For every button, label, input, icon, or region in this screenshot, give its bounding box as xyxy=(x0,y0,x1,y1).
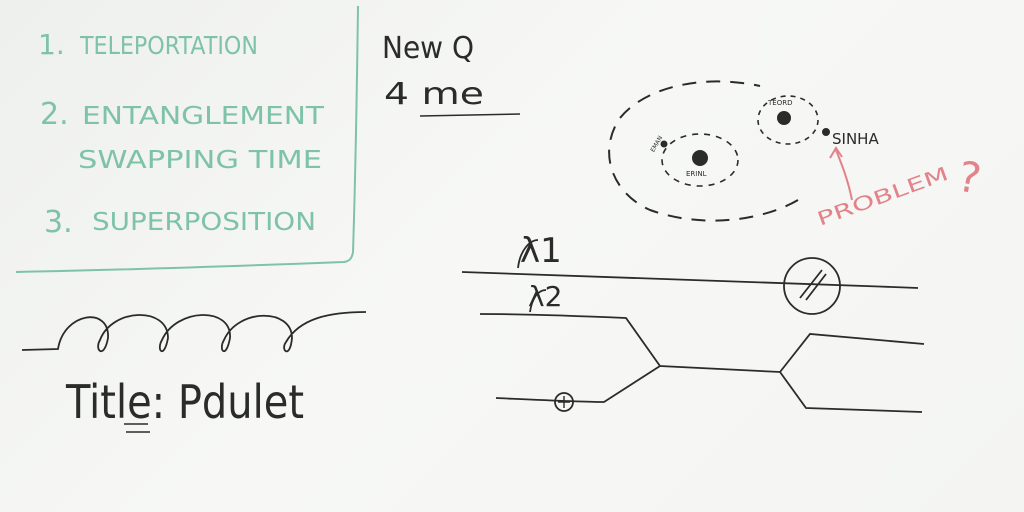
agenda-item-3-number: 3. xyxy=(44,205,73,240)
agenda-item-2-number: 2. xyxy=(40,97,69,132)
agenda-box-bottom-edge xyxy=(15,251,354,273)
central-body-label: ERINL xyxy=(686,170,707,178)
lambda1-label: λ1 xyxy=(520,231,562,271)
central-body xyxy=(692,150,708,166)
problem-question-mark: ? xyxy=(954,152,984,204)
title-note: Title: Pdulet xyxy=(65,375,304,433)
agenda-box xyxy=(15,5,359,273)
header-note: New Q 4 me xyxy=(382,31,521,117)
agenda-item-2: 2. ENTANGLEMENT SWAPPING TIME xyxy=(40,97,325,174)
agenda-item-2-text-line2: SWAPPING TIME xyxy=(78,145,322,174)
outside-body xyxy=(822,128,830,136)
agenda-item-1-text: TELEPORTATION xyxy=(79,31,258,60)
agenda-item-3-text: SUPERPOSITION xyxy=(92,207,316,236)
side-body xyxy=(777,111,791,125)
circuit-line-lower-left xyxy=(495,365,661,403)
orbit-diagram xyxy=(608,80,830,222)
circuit-labels: λ1 λ2 xyxy=(520,231,562,313)
circuit-sketch xyxy=(461,239,925,413)
agenda-box-right-edge xyxy=(352,5,359,253)
circuit-line-lower-right xyxy=(779,371,923,413)
circuit-circle-large-mark xyxy=(799,269,827,301)
header-note-line2: 4 me xyxy=(384,77,484,112)
inner-orbit-dashed xyxy=(661,133,739,187)
agenda-item-2-text-line1: ENTANGLEMENT xyxy=(82,101,325,130)
lambda1-stroke xyxy=(517,239,539,269)
circuit-line-top xyxy=(461,271,919,289)
header-note-underline xyxy=(419,113,521,117)
lambda2-stroke xyxy=(529,289,547,313)
title-note-underline xyxy=(124,423,150,433)
coil-line xyxy=(21,311,367,353)
title-note-text: Title: Pdulet xyxy=(65,375,304,429)
problem-annotation: PROBLEM ? xyxy=(814,146,985,231)
circuit-circle-large xyxy=(783,257,841,315)
agenda-item-1-number: 1. xyxy=(38,28,65,61)
agenda-item-1: 1. TELEPORTATION xyxy=(38,28,258,61)
problem-text: PROBLEM xyxy=(814,163,951,231)
header-note-line1: New Q xyxy=(382,31,474,66)
orbiter-body xyxy=(660,140,668,148)
circuit-circle-small-mark xyxy=(558,396,570,408)
orbit-labels: ERINL EMAN TEORD SINHA xyxy=(649,99,879,178)
side-body-label: TEORD xyxy=(767,99,792,107)
side-orbit-dashed xyxy=(757,95,819,145)
problem-arrow-head xyxy=(829,146,843,159)
outside-body-label: SINHA xyxy=(832,130,879,148)
circuit-line-middle xyxy=(479,313,925,373)
lambda2-label: λ2 xyxy=(528,280,562,313)
agenda-item-3: 3. SUPERPOSITION xyxy=(44,205,316,240)
circuit-circle-small xyxy=(554,392,574,412)
problem-arrow xyxy=(835,149,853,201)
coil-sketch xyxy=(21,311,367,353)
